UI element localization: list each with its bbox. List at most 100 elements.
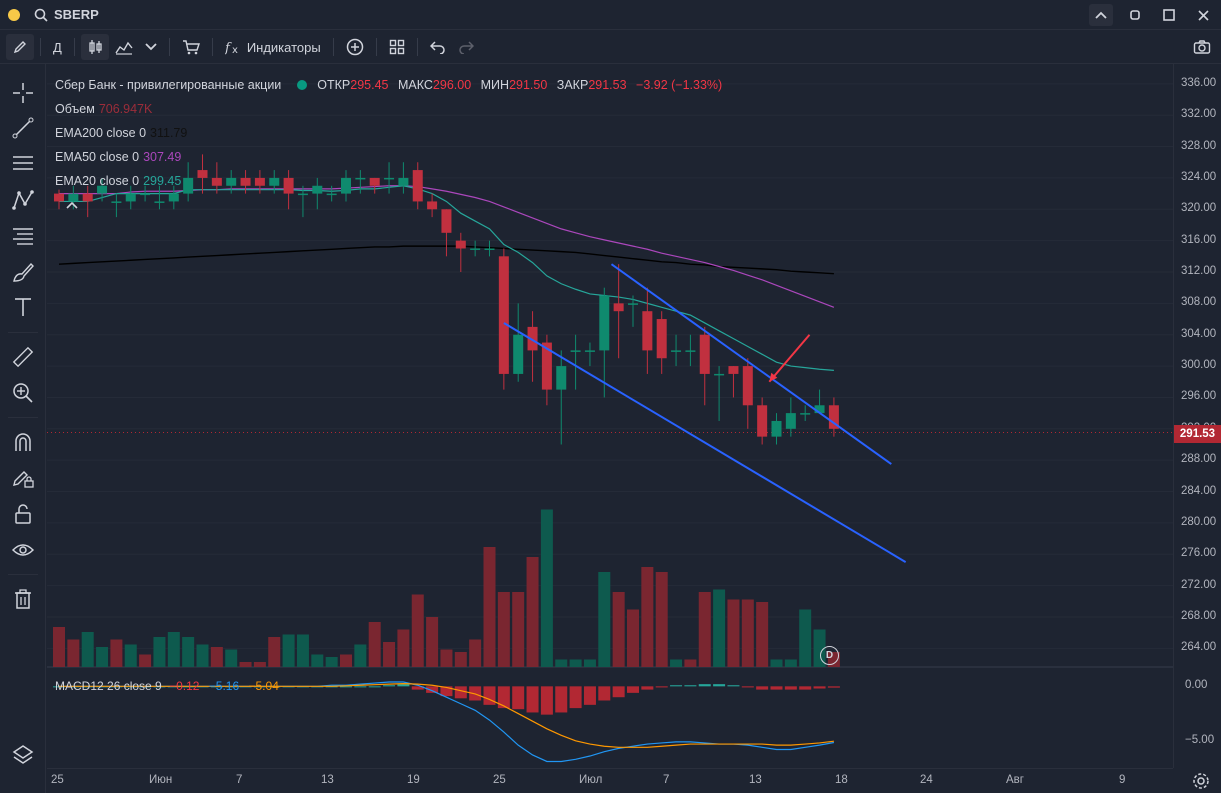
- cart-icon: [182, 40, 200, 55]
- visibility-tool[interactable]: [10, 537, 36, 563]
- trendline-tool[interactable]: [10, 115, 36, 141]
- pencil-icon: [13, 41, 26, 54]
- brush-tool[interactable]: [10, 259, 36, 285]
- candle-body: [154, 201, 165, 203]
- candles-button[interactable]: [80, 34, 109, 60]
- legend-collapse-button[interactable]: [61, 196, 83, 214]
- annotation-arrowhead: [769, 372, 778, 382]
- lock-icon: [15, 504, 31, 524]
- add-button[interactable]: [340, 34, 370, 60]
- lock-pencil-icon: [13, 471, 34, 488]
- crosshair-tool[interactable]: [10, 80, 36, 106]
- time-tick-label: 25: [493, 774, 506, 786]
- candle-body: [484, 248, 495, 250]
- volume-bar: [684, 659, 697, 667]
- collapse-button[interactable]: [1089, 4, 1113, 26]
- volume-bar: [153, 637, 166, 667]
- layers-icon: [12, 745, 34, 764]
- top-bar: SBERP: [0, 0, 1221, 30]
- volume-bar: [598, 572, 611, 667]
- lock-tool[interactable]: [10, 501, 36, 527]
- area-chart-button[interactable]: [109, 34, 139, 60]
- square-button[interactable]: [1123, 4, 1147, 26]
- time-tick-label: Авг: [1006, 774, 1024, 786]
- candle-body: [556, 366, 567, 390]
- macd-histogram-bar: [784, 686, 797, 690]
- candle-body: [685, 350, 696, 352]
- text-tool[interactable]: [10, 294, 36, 320]
- zoom-tool[interactable]: [10, 380, 36, 406]
- chevron-up-icon: [1095, 11, 1107, 19]
- trade-button[interactable]: [176, 34, 206, 60]
- fib-tool[interactable]: [10, 223, 36, 249]
- channel-lower-line: [503, 322, 907, 563]
- price-tick-label: 272.00: [1181, 578, 1217, 591]
- open-label: ОТКР: [317, 78, 351, 92]
- undo-icon: [429, 41, 445, 54]
- legend-ema20-row: EMA20 close 0 299.45: [55, 172, 722, 196]
- horizontal-lines-tool[interactable]: [10, 150, 36, 176]
- axis-settings-button[interactable]: [1190, 770, 1212, 792]
- close-button[interactable]: [1191, 4, 1215, 26]
- candle-body: [355, 177, 366, 180]
- lock-drawings-tool[interactable]: [10, 465, 36, 491]
- magnet-tool[interactable]: [10, 429, 36, 455]
- candle-body: [714, 373, 725, 376]
- macd-hist-value: −0.12: [169, 679, 200, 693]
- candle-body: [613, 303, 624, 312]
- volume-bar: [182, 637, 195, 667]
- chart-canvas[interactable]: [47, 64, 1173, 768]
- candle-body: [513, 334, 524, 374]
- high-value: 296.00: [432, 78, 472, 92]
- plus-circle-icon: [346, 38, 363, 56]
- brush-icon: [13, 262, 34, 282]
- redo-button[interactable]: [452, 34, 480, 60]
- macd-histogram-bar: [641, 686, 654, 690]
- maximize-button[interactable]: [1157, 4, 1181, 26]
- macd-histogram-bar: [497, 686, 510, 709]
- macd-histogram-bar: [512, 686, 525, 710]
- grid-icon: [389, 39, 404, 55]
- macd-histogram-bar: [770, 686, 783, 690]
- macd-legend: MACD12 26 close 9 −0.12 −5.16 −5.04: [55, 679, 279, 693]
- candle-body: [254, 177, 265, 186]
- candle-body: [584, 350, 595, 352]
- zoom-icon: [13, 383, 33, 403]
- layout-button[interactable]: [383, 34, 411, 60]
- volume-bar: [354, 644, 367, 667]
- pattern-tool[interactable]: [10, 187, 36, 213]
- chart-type-dropdown[interactable]: [139, 34, 163, 60]
- draw-tool-button[interactable]: [6, 34, 34, 60]
- volume-bar: [139, 654, 152, 667]
- volume-value: 706.947K: [98, 102, 153, 116]
- volume-bar: [770, 659, 783, 667]
- screenshot-button[interactable]: [1187, 34, 1217, 60]
- symbol-search[interactable]: SBERP: [34, 7, 99, 22]
- volume-bar: [569, 659, 582, 667]
- volume-bar: [540, 509, 553, 667]
- ruler-tool[interactable]: [10, 344, 36, 370]
- volume-bar: [655, 572, 668, 667]
- volume-bar: [555, 659, 568, 667]
- candle-body: [628, 303, 638, 305]
- dividend-badge[interactable]: D: [820, 646, 839, 665]
- volume-bar: [196, 644, 209, 667]
- time-tick-label: 19: [407, 774, 420, 786]
- macd-histogram-bar: [526, 686, 539, 713]
- volume-bar: [53, 627, 65, 667]
- macd-histogram-bar: [670, 685, 683, 687]
- undo-button[interactable]: [424, 34, 452, 60]
- price-axis[interactable]: 336.00 332.00 328.00 324.00 320.00 316.00 312.…: [1173, 64, 1221, 768]
- time-axis[interactable]: 25 Июн 7 13 19 25 Июл 7 13 18 24 Авг 9: [47, 768, 1173, 793]
- macd-histogram-bar: [454, 686, 467, 699]
- candle-body: [197, 170, 208, 178]
- time-tick-label: 7: [236, 774, 243, 786]
- delete-tool[interactable]: [10, 586, 36, 612]
- macd-histogram-bar: [756, 686, 769, 690]
- interval-button[interactable]: Д: [47, 34, 68, 60]
- candle-body: [541, 342, 552, 390]
- maximize-icon: [1163, 9, 1175, 21]
- volume-bar: [526, 557, 539, 667]
- object-tree-button[interactable]: [10, 742, 36, 768]
